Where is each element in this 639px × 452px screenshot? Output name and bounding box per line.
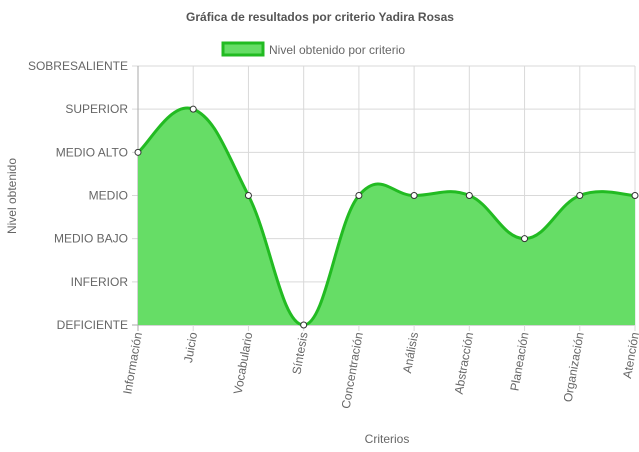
y-tick-label: MEDIO BAJO	[54, 232, 128, 246]
data-point-concentración[interactable]	[355, 192, 363, 199]
legend[interactable]: Nivel obtenido por criterio	[221, 41, 405, 57]
x-tick-label: Atención	[620, 331, 639, 379]
data-point-juicio[interactable]	[189, 105, 197, 113]
data-point-análisis[interactable]	[410, 192, 418, 199]
y-tick-label: MEDIO ALTO	[56, 145, 128, 159]
y-axis-title: Nivel obtenido	[5, 158, 19, 234]
x-tick-label: Abstracción	[452, 331, 477, 395]
x-axis-title: Criterios	[365, 432, 410, 446]
legend-swatch	[221, 41, 265, 57]
legend-label: Nivel obtenido por criterio	[269, 43, 405, 57]
x-tick-label: Información	[120, 331, 145, 395]
data-point-abstracción[interactable]	[465, 192, 473, 199]
y-tick-label: INFERIOR	[71, 275, 129, 289]
x-tick-label: Análisis	[400, 331, 421, 374]
x-tick-label: Concentración	[339, 331, 366, 410]
series-area-fill	[138, 108, 635, 325]
y-tick-label: DEFICIENTE	[57, 318, 128, 332]
x-tick-labels: Información Juicio Vocabulario Síntesis Conc…	[120, 331, 639, 410]
data-point-organización[interactable]	[576, 192, 584, 199]
y-tick-label: SOBRESALIENTE	[28, 59, 128, 73]
data-point-vocabulario[interactable]	[244, 192, 252, 199]
x-tick-label: Juicio	[181, 331, 200, 364]
x-tick-label: Organización	[561, 331, 587, 403]
chart-title: Gráfica de resultados por criterio Yadir…	[186, 10, 454, 24]
data-point-información[interactable]	[134, 148, 142, 156]
x-tick-label: Síntesis	[289, 331, 310, 375]
series-area	[138, 108, 635, 325]
data-point-síntesis[interactable]	[300, 321, 308, 329]
y-tick-label: SUPERIOR	[65, 102, 128, 116]
data-point-atención[interactable]	[631, 192, 639, 199]
y-tick-label: MEDIO	[89, 189, 128, 203]
y-tick-labels: DEFICIENTE INFERIOR MEDIO BAJO MEDIO MEDIO A…	[28, 59, 128, 332]
x-tick-label: Vocabulario	[231, 331, 256, 396]
data-points	[134, 105, 639, 329]
x-tick-label: Planeación	[507, 331, 531, 392]
data-point-planeación[interactable]	[521, 235, 529, 243]
